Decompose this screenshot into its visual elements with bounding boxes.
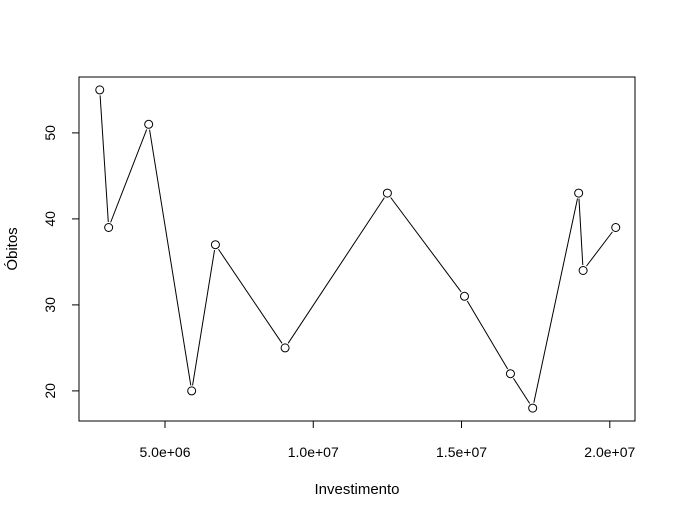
plot-frame xyxy=(78,76,636,422)
x-tick-label: 5.0e+06 xyxy=(139,444,190,460)
data-point xyxy=(280,343,290,353)
data-point xyxy=(210,240,220,250)
data-point xyxy=(144,119,154,129)
data-point xyxy=(505,369,515,379)
series-line-segment xyxy=(110,129,148,223)
data-point xyxy=(611,223,621,232)
x-axis: 5.0e+06 1.0e+07 1.5e+07 2.0e+07 xyxy=(139,420,636,460)
x-axis-label: Investimento xyxy=(314,481,399,498)
series-layer xyxy=(95,85,621,413)
series-line-segment xyxy=(218,248,283,344)
y-tick-label: 30 xyxy=(42,297,58,313)
y-tick-label: 20 xyxy=(42,383,58,399)
y-axis-label: Óbitos xyxy=(4,227,21,270)
series-line-segment xyxy=(533,198,578,403)
y-tick-label: 50 xyxy=(42,125,58,141)
series-line-segment xyxy=(390,197,462,293)
data-point xyxy=(95,85,105,95)
series-line-segment xyxy=(513,378,531,404)
series-line-segment xyxy=(192,250,216,386)
series-line-segment xyxy=(149,129,192,386)
data-point xyxy=(187,386,197,396)
y-tick-label: 40 xyxy=(42,211,58,227)
data-point xyxy=(382,188,392,198)
x-tick-label: 1.5e+07 xyxy=(436,444,487,460)
series-line-segment xyxy=(287,197,385,344)
series-line-segment xyxy=(466,300,509,370)
series-line-segment xyxy=(578,198,584,266)
data-point xyxy=(574,188,584,198)
data-point xyxy=(528,403,538,413)
x-tick-label: 1.0e+07 xyxy=(288,444,339,460)
y-axis: 20 30 40 50 xyxy=(42,125,80,399)
data-point xyxy=(459,291,469,301)
x-tick-label: 2.0e+07 xyxy=(584,444,635,460)
data-point xyxy=(104,223,114,232)
series-line-segment xyxy=(99,95,109,223)
data-point xyxy=(578,266,588,275)
series-line-segment xyxy=(586,231,613,267)
